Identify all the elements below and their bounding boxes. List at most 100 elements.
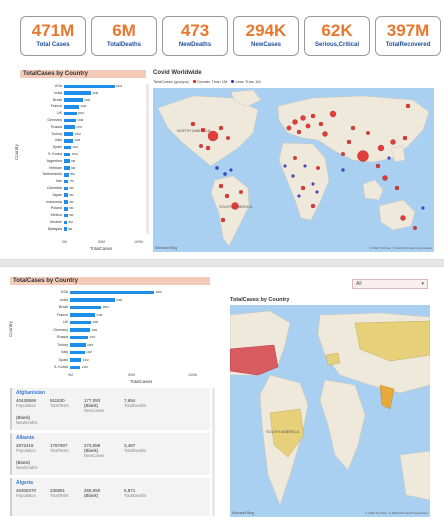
bar-category-label: Russia	[57, 335, 68, 339]
legend-less-icon	[231, 80, 235, 84]
bar-row[interactable]: Spain 11M	[59, 358, 195, 363]
bar[interactable]	[64, 152, 71, 157]
kpi-card-total-deaths[interactable]: 6M TotalDeaths	[91, 16, 157, 56]
x-axis-title: TotalCases	[130, 379, 153, 384]
bar[interactable]	[70, 313, 95, 317]
kpi-value: 6M	[112, 21, 136, 40]
bar[interactable]	[64, 111, 77, 116]
bar-row[interactable]: Italy 14M	[61, 350, 195, 355]
bar-row[interactable]: Mexico 6M	[51, 213, 139, 218]
bar-chart-page2[interactable]: USA 81M India 43M Brazil 30M France 24M UK 20M Ger…	[53, 290, 200, 370]
bar-row[interactable]: Germany 19M	[53, 328, 195, 333]
bar[interactable]	[64, 98, 83, 102]
bar[interactable]	[64, 84, 115, 89]
world-bubble-map[interactable]: NORTH AMERICA SOUTH AMERICA Microsoft Bi…	[153, 88, 434, 252]
country-card[interactable]: Albania 2872416 1767907 273,088 3,487 Po…	[10, 433, 210, 475]
bar-row[interactable]: USA 81M	[61, 290, 195, 295]
bar-row[interactable]: India 43M	[54, 91, 139, 96]
bar-row[interactable]: Japan 6M	[52, 193, 139, 198]
bar-row[interactable]: Colombia 6M	[47, 186, 139, 191]
country-card[interactable]: Algeria 45306370 230861 265,550 6,871 Po…	[10, 478, 210, 516]
bar-row[interactable]: Italy 14M	[55, 138, 139, 143]
bar-row[interactable]: USA 81M	[55, 84, 139, 89]
country-name: Afghanistan	[16, 390, 45, 396]
map-attribution: © 2022 TomTom, © 2022 Microsoft Corporat…	[365, 511, 428, 515]
bar[interactable]	[64, 132, 74, 136]
bar[interactable]	[70, 365, 81, 370]
total-tests-value: 1767907	[50, 443, 68, 448]
bar[interactable]	[64, 104, 79, 109]
bar-chart-scrollbar[interactable]	[146, 84, 149, 234]
bar-chart-page1[interactable]: USA 81M India 43M Brazil 30M France 24M UK 20M Ger…	[43, 84, 144, 234]
bar-row[interactable]: Turkey 15M	[51, 132, 139, 137]
cards-scrollbar[interactable]	[212, 388, 215, 516]
bar-row[interactable]: Germany 19M	[47, 118, 139, 123]
bar-row[interactable]: Iran 7M	[56, 179, 139, 184]
kpi-value: 471M	[31, 21, 75, 40]
total-deaths-key: TotalDeaths	[124, 493, 147, 498]
country-card[interactable]: Afghanistan 40428569 911530 177,093 7,65…	[10, 388, 210, 430]
bar-row[interactable]: Brazil 30M	[59, 305, 195, 310]
bar-row[interactable]: S. Korea 10M	[54, 365, 195, 370]
bar[interactable]	[64, 91, 91, 95]
bar-row[interactable]: Turkey 15M	[57, 343, 195, 348]
bar-row[interactable]: UK 20M	[57, 111, 139, 116]
bar[interactable]	[64, 172, 69, 177]
bar[interactable]	[64, 138, 73, 143]
bar[interactable]	[64, 220, 68, 225]
bar-row[interactable]: Malaysia 4M	[48, 227, 139, 232]
bar[interactable]	[70, 298, 115, 302]
bar-row[interactable]: S. Korea 10M	[48, 152, 139, 157]
bar-row[interactable]: Netherlands 8M	[43, 172, 139, 177]
bar[interactable]	[64, 200, 68, 204]
bar[interactable]	[64, 179, 69, 184]
bar[interactable]	[70, 350, 85, 355]
bar[interactable]	[70, 343, 86, 347]
bar-value-label: 6M	[69, 199, 74, 204]
bar[interactable]	[64, 125, 75, 129]
bar-row[interactable]: Ukraine 5M	[50, 220, 139, 225]
bar[interactable]	[70, 305, 102, 310]
bar-row[interactable]: Spain 11M	[53, 145, 139, 150]
bar-row[interactable]: France 24M	[57, 313, 195, 318]
bar[interactable]	[64, 159, 70, 163]
bar-row[interactable]: Indonesia 6M	[46, 199, 139, 205]
bar-row[interactable]: Argentina 9M	[47, 159, 139, 164]
kpi-card-new-cases[interactable]: 294K NewCases	[233, 16, 299, 56]
bar-category-label: Italy	[55, 138, 62, 143]
bar-row[interactable]: India 43M	[60, 298, 195, 303]
bar-value-label: 11M	[72, 145, 78, 150]
kpi-value: 397M	[386, 21, 430, 40]
bar-row[interactable]: Poland 6M	[51, 206, 139, 211]
bar[interactable]	[64, 213, 68, 218]
bar[interactable]	[64, 186, 68, 191]
country-filter-dropdown[interactable]: All ▾	[352, 279, 428, 289]
bar[interactable]	[70, 320, 91, 325]
filled-map[interactable]: SOUTH AMERICA Microsoft Bing © 2022 TomT…	[230, 305, 430, 517]
bar-row[interactable]: Brazil 30M	[53, 98, 139, 103]
bar[interactable]	[64, 206, 68, 211]
bar-row[interactable]: Russia 17M	[57, 335, 195, 340]
bar[interactable]	[70, 290, 155, 295]
bar[interactable]	[64, 166, 70, 170]
bar[interactable]	[64, 227, 67, 231]
bar[interactable]	[64, 193, 68, 197]
kpi-card-total-cases[interactable]: 471M Total Cases	[20, 16, 86, 56]
kpi-card-total-recovered[interactable]: 397M TotalRecovered	[375, 16, 441, 56]
page-separator	[0, 260, 444, 266]
kpi-card-serious-critical[interactable]: 62K Serious,Critical	[304, 16, 370, 56]
bar-row[interactable]: France 24M	[51, 104, 139, 109]
bar-row[interactable]: Vietnam 9M	[49, 166, 139, 171]
bar[interactable]	[64, 118, 76, 123]
bar-row[interactable]: UK 20M	[63, 320, 195, 325]
bar-value-label: 30M	[102, 305, 109, 309]
bar[interactable]	[64, 145, 71, 150]
bar[interactable]	[70, 328, 90, 332]
total-tests-key: TotalTests	[50, 403, 69, 408]
kpi-card-new-deaths[interactable]: 473 NewDeaths	[162, 16, 228, 56]
bar-row[interactable]: Russia 17M	[51, 125, 139, 130]
x-tick: 100M	[188, 373, 197, 377]
total-tests-key: TotalTests	[50, 493, 69, 498]
bar[interactable]	[70, 335, 88, 340]
bar[interactable]	[70, 358, 82, 362]
